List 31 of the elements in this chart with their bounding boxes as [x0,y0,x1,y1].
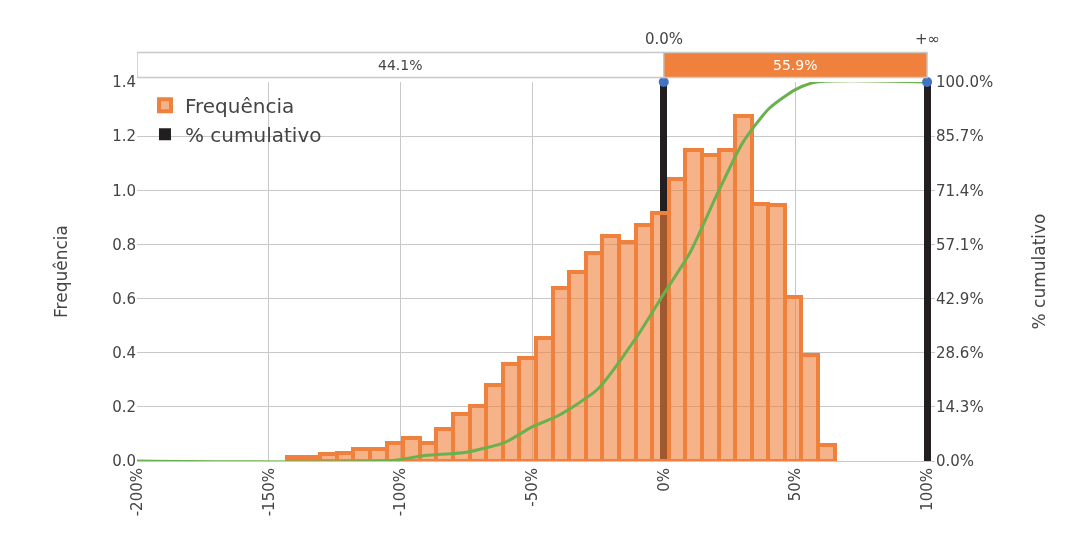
legend-label: Frequência [184,94,295,119]
x-tick-label: -50% [522,468,541,507]
y2-tick-label: 100.0% [936,73,994,92]
y-axis-title: Frequência [50,225,71,318]
x-tick-label: 0% [654,468,673,492]
y-tick-label: 0.8 [112,235,136,254]
y2-tick-label: 42.9% [936,289,984,308]
y-tick-label: 0.4 [112,343,136,362]
y2-tick-label: 28.6% [936,343,984,362]
x-tick-label: -200% [127,468,146,517]
y2-tick-label: 57.1% [936,235,984,254]
y2-tick-label: 14.3% [936,398,984,417]
text: 55.9% [773,57,818,73]
y2-tick-label: 71.4% [936,181,984,200]
y2-tick-label: 0.0% [936,452,975,471]
x-tick-label: 50% [786,468,805,502]
legend-label: % cumulativo [184,123,322,148]
text: 44.1% [378,57,423,73]
y-tick-label: 1.2 [112,127,136,146]
x-tick-label: -100% [391,468,410,517]
y-tick-label: 0.6 [112,289,136,308]
y2-tick-label: 85.7% [936,127,984,146]
y2-axis-title: % cumulativo [1028,213,1049,330]
x-tick-label: -150% [259,468,278,517]
text: +∞ [915,30,941,48]
y-tick-label: 1.0 [112,181,136,200]
y-tick-label: 1.4 [112,73,136,92]
x-tick-label: 100% [917,468,936,511]
y-tick-label: 0.2 [112,398,136,417]
y-tick-label: 0.0 [112,452,136,471]
text: 0.0% [645,30,684,48]
